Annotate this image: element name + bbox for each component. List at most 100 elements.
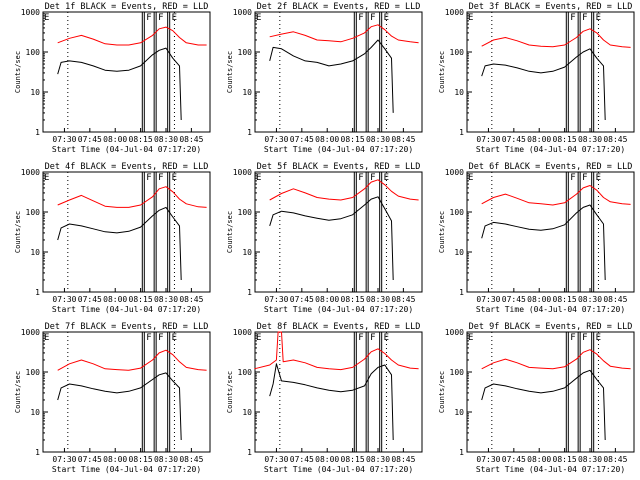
- x-axis-label: Start Time (04-Jul-04 07:17:20): [264, 145, 413, 154]
- x-axis-label: Start Time (04-Jul-04 07:17:20): [476, 145, 625, 154]
- x-tick-label: 07:45: [290, 295, 314, 304]
- x-tick-label: 07:30: [52, 295, 76, 304]
- lld-series-line: [254, 331, 419, 371]
- x-axis-label: Start Time (04-Jul-04 07:17:20): [264, 305, 413, 314]
- x-tick-label: 07:30: [52, 135, 76, 144]
- lld-series-line: [481, 28, 631, 48]
- y-tick-label: 10: [242, 408, 252, 417]
- marker-label: E: [384, 333, 389, 343]
- marker-label: F: [146, 173, 151, 183]
- y-axis-label: Counts/sec: [438, 51, 446, 93]
- x-tick-label: 08:15: [341, 295, 365, 304]
- marker-label: F: [570, 333, 575, 343]
- panel-title: Det 6f BLACK = Events, RED = LLD: [469, 162, 633, 172]
- y-tick-label: 1000: [445, 328, 464, 337]
- marker-label: F: [358, 173, 363, 183]
- y-tick-label: 10: [454, 88, 464, 97]
- y-tick-label: 100: [26, 48, 41, 57]
- x-tick-label: 08:15: [129, 135, 153, 144]
- x-tick-label: 08:30: [154, 455, 178, 464]
- x-tick-label: 07:45: [290, 135, 314, 144]
- marker-label: F: [570, 13, 575, 23]
- y-axis-label: Counts/sec: [438, 211, 446, 253]
- y-tick-label: 1000: [233, 168, 252, 177]
- x-tick-label: 08:30: [578, 295, 602, 304]
- marker-label: F: [582, 173, 587, 183]
- x-tick-label: 07:45: [78, 295, 102, 304]
- lld-series-line: [57, 349, 207, 371]
- lld-series-line: [481, 185, 631, 206]
- x-tick-label: 08:15: [129, 455, 153, 464]
- marker-label: E: [596, 333, 601, 343]
- y-tick-label: 1000: [445, 168, 464, 177]
- marker-label: E: [44, 13, 49, 23]
- y-tick-label: 1: [35, 448, 40, 457]
- y-tick-label: 100: [26, 208, 41, 217]
- lld-series-line: [57, 26, 207, 46]
- panel-title: Det 4f BLACK = Events, RED = LLD: [45, 162, 209, 172]
- panel-title: Det 3f BLACK = Events, RED = LLD: [469, 2, 633, 12]
- marker-label: F: [146, 13, 151, 23]
- y-axis-label: Counts/sec: [226, 51, 234, 93]
- marker-label: F: [370, 333, 375, 343]
- events-series-line: [481, 48, 606, 121]
- y-tick-label: 1000: [445, 8, 464, 17]
- x-tick-label: 08:00: [315, 455, 339, 464]
- x-tick-label: 07:45: [502, 295, 526, 304]
- y-tick-label: 100: [26, 368, 41, 377]
- x-tick-label: 08:30: [578, 455, 602, 464]
- x-tick-label: 08:15: [341, 135, 365, 144]
- x-tick-label: 08:45: [391, 455, 415, 464]
- plot-frame: [42, 171, 211, 293]
- detector-panel: Det 4f BLACK = Events, RED = LLD 1 10 100 10…: [14, 162, 211, 314]
- y-tick-label: 10: [454, 248, 464, 257]
- x-tick-label: 08:00: [315, 295, 339, 304]
- x-tick-label: 08:00: [527, 135, 551, 144]
- detector-panel: Det 7f BLACK = Events, RED = LLD 1 10 100 10…: [14, 322, 211, 474]
- x-axis-label: Start Time (04-Jul-04 07:17:20): [264, 465, 413, 474]
- y-tick-label: 1: [459, 448, 464, 457]
- panel-title: Det 1f BLACK = Events, RED = LLD: [45, 2, 209, 12]
- plot-frame: [466, 171, 635, 293]
- x-tick-label: 08:30: [366, 295, 390, 304]
- y-axis-label: Counts/sec: [14, 371, 22, 413]
- marker-label: F: [158, 173, 163, 183]
- y-tick-label: 1: [35, 128, 40, 137]
- x-tick-label: 08:45: [179, 455, 203, 464]
- detector-panel: Det 1f BLACK = Events, RED = LLD 1 10 100 10…: [14, 2, 211, 154]
- x-axis-label: Start Time (04-Jul-04 07:17:20): [476, 305, 625, 314]
- plot-frame: [254, 11, 423, 133]
- detector-panel: Det 3f BLACK = Events, RED = LLD 1 10 100 10…: [438, 2, 635, 154]
- x-tick-label: 08:45: [179, 295, 203, 304]
- detector-panel: Det 2f BLACK = Events, RED = LLD 1 10 100 10…: [226, 2, 423, 154]
- events-series-line: [481, 369, 606, 441]
- events-series-line: [57, 372, 182, 441]
- x-tick-label: 07:30: [264, 295, 288, 304]
- panel-title: Det 5f BLACK = Events, RED = LLD: [257, 162, 421, 172]
- x-tick-label: 08:00: [315, 135, 339, 144]
- y-tick-label: 1000: [21, 328, 40, 337]
- y-axis-label: Counts/sec: [14, 51, 22, 93]
- y-tick-label: 10: [30, 88, 40, 97]
- x-tick-label: 07:45: [78, 135, 102, 144]
- y-tick-label: 10: [30, 408, 40, 417]
- x-tick-label: 08:30: [578, 135, 602, 144]
- plot-frame: [42, 331, 211, 453]
- y-tick-label: 10: [242, 88, 252, 97]
- marker-label: F: [358, 13, 363, 23]
- marker-label: F: [146, 333, 151, 343]
- x-tick-label: 07:30: [52, 455, 76, 464]
- events-series-line: [269, 196, 394, 281]
- y-tick-label: 1000: [21, 8, 40, 17]
- x-tick-label: 08:30: [154, 295, 178, 304]
- y-axis-label: Counts/sec: [14, 211, 22, 253]
- x-tick-label: 08:00: [103, 135, 127, 144]
- x-tick-label: 08:45: [179, 135, 203, 144]
- marker-label: E: [44, 173, 49, 183]
- y-tick-label: 100: [450, 208, 465, 217]
- detector-panel: Det 6f BLACK = Events, RED = LLD 1 10 100 10…: [438, 162, 635, 314]
- panel-title: Det 2f BLACK = Events, RED = LLD: [257, 2, 421, 12]
- marker-label: F: [358, 333, 363, 343]
- detector-panel: Det 9f BLACK = Events, RED = LLD 1 10 100 10…: [438, 322, 635, 474]
